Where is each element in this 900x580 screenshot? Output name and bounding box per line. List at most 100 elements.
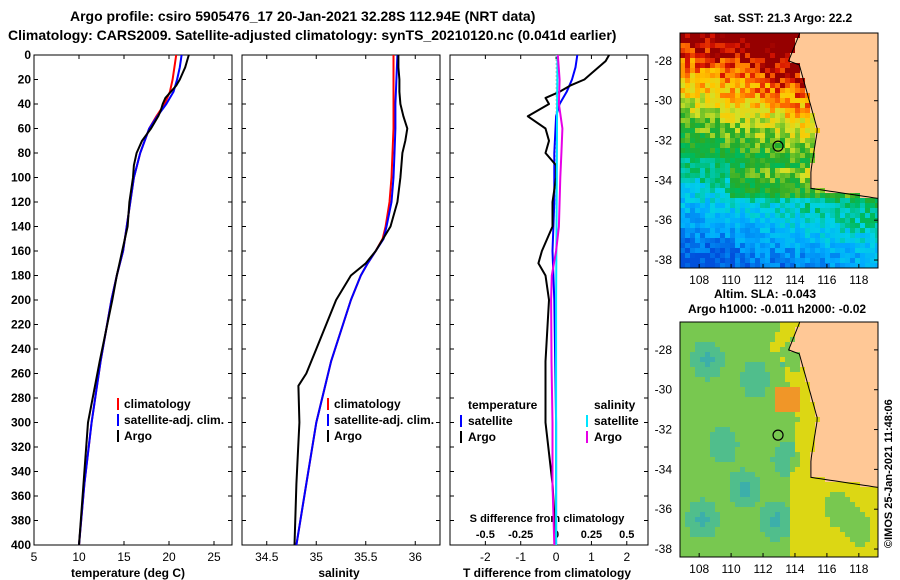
data-cell [685, 193, 691, 199]
data-cell [705, 73, 711, 79]
x-tick-label: -1 [515, 550, 526, 564]
data-cell [710, 407, 716, 413]
land-cell [870, 58, 876, 64]
data-cell [730, 138, 736, 144]
data-cell [715, 462, 721, 468]
land-cell [815, 432, 821, 438]
land-cell [865, 332, 871, 338]
data-cell [700, 332, 706, 338]
land-cell [840, 327, 846, 333]
land-cell [850, 422, 856, 428]
x-tick-label: 20 [162, 550, 176, 564]
land-cell [860, 477, 866, 483]
data-cell [850, 243, 856, 249]
data-cell [715, 63, 721, 69]
data-cell [715, 547, 721, 553]
land-cell [830, 33, 836, 39]
data-cell [845, 532, 851, 538]
data-cell [830, 482, 836, 488]
y-tick-label: 380 [11, 514, 31, 528]
land-cell [850, 158, 856, 164]
data-cell [740, 497, 746, 503]
land-cell [865, 417, 871, 423]
data-cell [835, 213, 841, 219]
data-cell [755, 123, 761, 129]
data-cell [745, 397, 751, 403]
data-cell [785, 377, 791, 383]
data-cell [755, 487, 761, 493]
data-cell [795, 467, 801, 473]
land-cell [840, 392, 846, 398]
data-cell [685, 462, 691, 468]
land-cell [865, 158, 871, 164]
data-cell [780, 203, 786, 209]
data-cell [705, 258, 711, 264]
land-cell [845, 442, 851, 448]
data-cell [810, 412, 816, 418]
y-tick-label: -28 [655, 343, 673, 357]
data-cell [725, 178, 731, 184]
series-line-t-argo [526, 54, 610, 546]
data-cell [735, 487, 741, 493]
data-cell [750, 118, 756, 124]
data-cell [800, 392, 806, 398]
land-cell [815, 467, 821, 473]
data-cell [855, 547, 861, 553]
data-cell [680, 432, 686, 438]
land-cell [850, 462, 856, 468]
data-cell [765, 422, 771, 428]
data-cell [850, 502, 856, 508]
data-cell [745, 382, 751, 388]
data-cell [720, 223, 726, 229]
data-cell [775, 38, 781, 44]
data-cell [695, 223, 701, 229]
data-cell [745, 427, 751, 433]
y-tick-label: 60 [18, 122, 32, 136]
data-cell [810, 527, 816, 533]
land-cell [860, 113, 866, 119]
data-cell [725, 88, 731, 94]
data-cell [770, 467, 776, 473]
data-cell [810, 243, 816, 249]
land-cell [810, 73, 816, 79]
data-cell [705, 522, 711, 528]
data-cell [810, 497, 816, 503]
land-cell [825, 347, 831, 353]
data-cell [730, 183, 736, 189]
land-cell [835, 173, 841, 179]
land-cell [850, 382, 856, 388]
data-cell [735, 168, 741, 174]
data-cell [695, 462, 701, 468]
y-tick-label: 220 [11, 318, 31, 332]
data-cell [760, 332, 766, 338]
data-cell [855, 198, 861, 204]
data-cell [725, 497, 731, 503]
land-cell [840, 332, 846, 338]
data-cell [705, 497, 711, 503]
data-cell [680, 362, 686, 368]
data-cell [690, 522, 696, 528]
land-cell [835, 347, 841, 353]
data-cell [720, 233, 726, 239]
data-cell [755, 527, 761, 533]
data-cell [710, 48, 716, 54]
land-cell [860, 432, 866, 438]
land-cell [800, 48, 806, 54]
land-cell [820, 108, 826, 114]
data-cell [780, 537, 786, 543]
data-cell [805, 198, 811, 204]
land-cell [850, 452, 856, 458]
land-cell [860, 48, 866, 54]
data-cell [860, 517, 866, 523]
data-cell [820, 238, 826, 244]
data-cell [685, 427, 691, 433]
data-cell [710, 188, 716, 194]
data-cell [710, 362, 716, 368]
data-cell [730, 53, 736, 59]
data-cell [720, 347, 726, 353]
data-cell [795, 402, 801, 408]
data-cell [695, 507, 701, 513]
data-cell [765, 113, 771, 119]
data-cell [695, 98, 701, 104]
data-cell [820, 517, 826, 523]
